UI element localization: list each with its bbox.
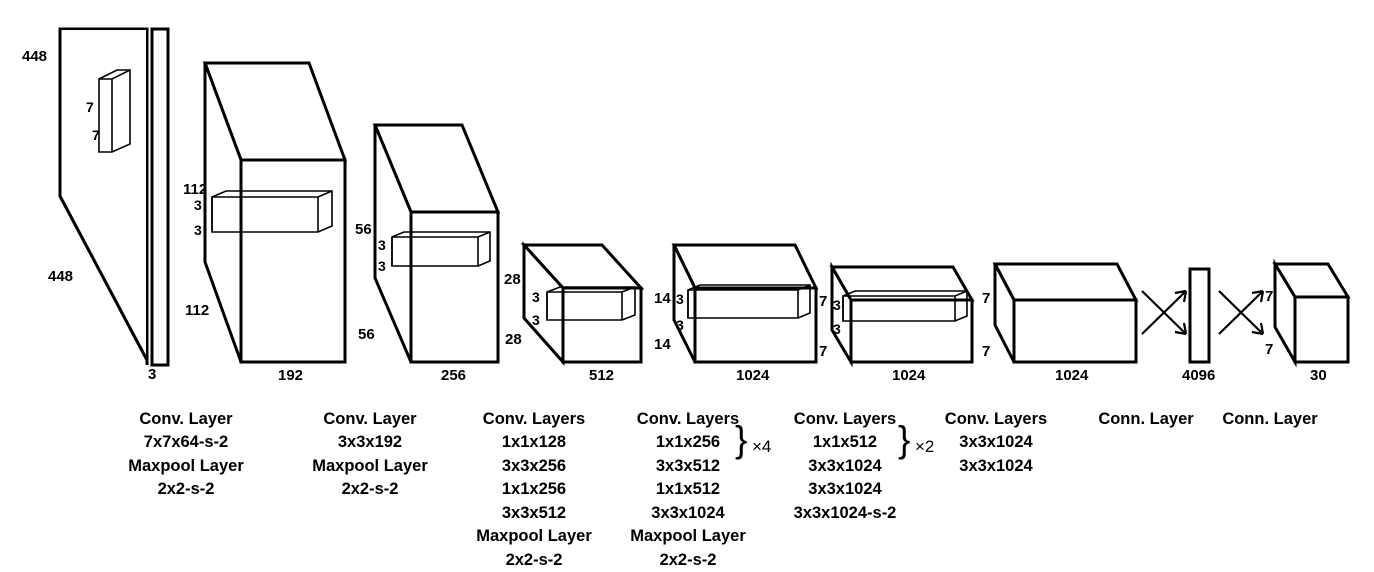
col6-line-2: 3x3x1024: [959, 456, 1033, 475]
col5-line-3: 3x3x1024: [808, 480, 882, 499]
column-layer-spec-2: Conv. Layer 3x3x192 Maxpool Layer 2x2-s-…: [270, 408, 470, 502]
col6-line-1: 3x3x1024: [959, 433, 1033, 452]
col4-line-3: 1x1x512: [655, 480, 721, 499]
block-output-width-label: 30: [1310, 367, 1327, 384]
col4-line-0: Conv. Layers: [636, 410, 740, 428]
block-4-height-label: 14: [654, 290, 671, 307]
block-3-shape: [520, 241, 645, 366]
col3-line-3: 1x1x256: [501, 480, 567, 499]
input-height-label: 448: [22, 48, 48, 65]
col1-line-1: 7x7x64-s-2: [143, 433, 229, 452]
block-3-kernel-h-label: 3: [532, 289, 540, 305]
block-4-kernel-w-label: 3: [676, 317, 684, 333]
block-1-width-label: 192: [278, 367, 304, 384]
col5-line-2: 3x3x1024: [808, 456, 882, 475]
block-fc-shape: [1188, 267, 1211, 364]
col1-line-0: Conv. Layer: [139, 410, 233, 428]
block-5-kernel: [842, 290, 968, 322]
block-2-width-label: 256: [441, 367, 467, 384]
col2-line-1: 3x3x192: [337, 433, 403, 452]
col8-line-0: Conn. Layer: [1222, 410, 1318, 428]
col4-line-4: 3x3x1024: [651, 503, 725, 522]
block-5-depth-label: 7: [819, 343, 828, 360]
block-1-depth-label: 112: [185, 302, 210, 319]
col6-line-0: Conv. Layers: [944, 410, 1048, 428]
col3-line-6: 2x2-s-2: [505, 550, 563, 569]
block-4-kernel-h-label: 3: [676, 291, 684, 307]
col5-line-1: 1x1x512: [812, 433, 878, 452]
block-2-height-label: 56: [355, 221, 372, 238]
block-1-shape: [202, 61, 348, 364]
col3-line-2: 3x3x256: [501, 456, 567, 475]
block-1-kernel: [211, 190, 333, 233]
block-2-shape: [372, 123, 501, 364]
col5-repeat-brace-icon: }: [898, 419, 911, 460]
block-3-kernel: [546, 286, 636, 321]
col4-repeat-brace-icon: }: [735, 419, 748, 460]
col2-line-0: Conv. Layer: [323, 410, 417, 428]
block-6-width-label: 1024: [1055, 367, 1089, 384]
block-3-depth-label: 28: [505, 331, 522, 348]
column-layer-spec-5: Conv. Layers 1x1x512 3x3x1024 3x3x1024 3…: [745, 408, 945, 525]
col5-repeat-label: ×2: [915, 437, 935, 456]
block-5-kernel-h-label: 3: [833, 297, 841, 313]
input-kernel-h-label: 7: [86, 99, 94, 115]
block-4-kernel: [687, 284, 811, 319]
column-layer-spec-6: Conv. Layers 3x3x1024 3x3x1024: [896, 408, 1096, 478]
block-2-kernel-h-label: 3: [378, 237, 386, 253]
col2-line-2: Maxpool Layer: [312, 456, 428, 475]
col5-line-0: Conv. Layers: [793, 410, 897, 428]
block-fc-width-label: 4096: [1182, 367, 1216, 384]
column-layer-spec-7: Conn. Layer: [1046, 408, 1246, 431]
block-1-kernel-h-label: 3: [194, 197, 202, 213]
col4-line-5: Maxpool Layer: [630, 527, 746, 546]
col4-line-6: 2x2-s-2: [659, 550, 717, 569]
block-2-kernel: [391, 231, 491, 267]
block-5-kernel-w-label: 3: [833, 321, 841, 337]
block-5-height-label: 7: [819, 293, 828, 310]
block-3-height-label: 28: [504, 271, 521, 288]
block-3-kernel-w-label: 3: [532, 312, 540, 328]
block-output-shape: [1272, 258, 1351, 368]
block-5-width-label: 1024: [892, 367, 926, 384]
block-6-height-label: 7: [982, 290, 991, 307]
input-depth-label: 3: [148, 366, 157, 383]
col2-line-3: 2x2-s-2: [341, 480, 399, 499]
fc-connector-1-icon: [1141, 289, 1188, 336]
block-4-shape: [671, 243, 819, 364]
col1-line-3: 2x2-s-2: [157, 480, 215, 499]
block-4-depth-label: 14: [654, 336, 671, 353]
column-layer-spec-4: Conv. Layers 1x1x256 3x3x512 1x1x512 3x3…: [588, 408, 788, 572]
column-layer-spec-1: Conv. Layer 7x7x64-s-2 Maxpool Layer 2x2…: [86, 408, 286, 502]
block-6-depth-label: 7: [982, 343, 991, 360]
block-2-kernel-w-label: 3: [378, 258, 386, 274]
block-6-shape: [992, 262, 1139, 364]
col4-line-2: 3x3x512: [655, 456, 721, 475]
col3-line-0: Conv. Layers: [482, 410, 586, 428]
block-output-depth-label: 7: [1265, 341, 1274, 358]
col3-line-5: Maxpool Layer: [476, 527, 592, 546]
input-kernel-7x7: [98, 69, 131, 153]
block-4-width-label: 1024: [736, 367, 770, 384]
fc-connector-2-icon: [1218, 289, 1265, 336]
col5-line-4: 3x3x1024-s-2: [793, 503, 897, 522]
input-kernel-w-label: 7: [92, 127, 100, 143]
block-output-height-label: 7: [1265, 288, 1274, 305]
column-layer-spec-8: Conn. Layer: [1170, 408, 1370, 431]
col1-line-2: Maxpool Layer: [128, 456, 244, 475]
col3-line-1: 1x1x128: [501, 433, 567, 452]
column-layer-spec-3: Conv. Layers 1x1x128 3x3x256 1x1x256 3x3…: [434, 408, 634, 572]
block-3-width-label: 512: [589, 367, 615, 384]
col4-repeat-label: ×4: [752, 437, 772, 456]
block-1-height-label: 112: [183, 181, 208, 198]
block-2-depth-label: 56: [358, 326, 375, 343]
col3-line-4: 3x3x512: [501, 503, 567, 522]
col4-line-1: 1x1x256: [655, 433, 721, 452]
col7-line-0: Conn. Layer: [1098, 410, 1194, 428]
block-1-kernel-w-label: 3: [194, 222, 202, 238]
input-width-label: 448: [48, 268, 74, 285]
